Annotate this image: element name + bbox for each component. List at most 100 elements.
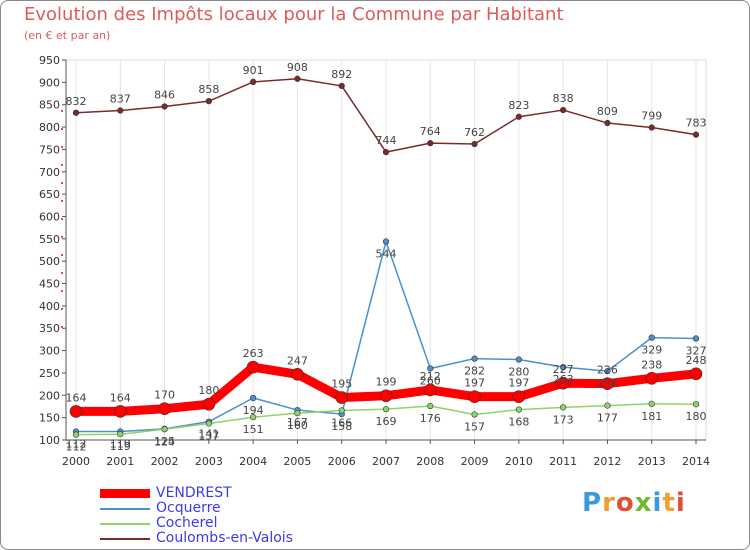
data-label-vendrest: 227 xyxy=(553,363,574,376)
data-point-cocherel xyxy=(427,402,434,410)
data-label-cocherel: 180 xyxy=(686,410,707,423)
y-tick-label: 800 xyxy=(39,121,60,134)
data-point-vendrest xyxy=(512,390,526,403)
y-tick-label: 200 xyxy=(39,389,60,402)
data-label-vendrest: 212 xyxy=(420,370,441,383)
data-point-vendrest xyxy=(556,376,570,390)
data-point-cocherel xyxy=(117,431,124,438)
logo-letter: t xyxy=(662,488,676,518)
data-point-ocquerre xyxy=(604,368,611,375)
data-label-cocherel: 166 xyxy=(331,416,352,429)
data-point-vendrest xyxy=(468,390,481,403)
data-label-vendrest: 248 xyxy=(686,354,707,367)
logo-letter: i xyxy=(675,488,686,518)
data-label-cocherel: 169 xyxy=(376,415,397,428)
data-label-ocquerre: 125 xyxy=(154,435,175,448)
data-point-cocherel xyxy=(382,406,390,413)
data-point-coulombs-en-valois xyxy=(161,103,168,110)
proxiti-logo: Proxiti xyxy=(582,488,686,518)
y-tick-label: 400 xyxy=(39,300,60,313)
data-label-ocquerre: 329 xyxy=(641,344,662,357)
data-label-vendrest: 197 xyxy=(464,377,485,390)
data-label-cocherel: 151 xyxy=(243,423,264,436)
data-point-coulombs-en-valois xyxy=(515,113,522,120)
data-point-coulombs-en-valois xyxy=(338,82,345,90)
data-label-cocherel: 137 xyxy=(198,429,219,442)
data-point-cocherel xyxy=(471,411,478,418)
data-label-ocquerre: 141 xyxy=(198,428,219,441)
data-point-ocquerre xyxy=(648,334,655,341)
data-label-coulombs-en-valois: 744 xyxy=(376,134,397,147)
data-point-coulombs-en-valois xyxy=(648,124,655,131)
legend-swatch-cocherel xyxy=(100,523,150,525)
data-point-cocherel xyxy=(515,406,522,413)
data-label-vendrest: 263 xyxy=(243,347,264,360)
data-point-coulombs-en-valois xyxy=(692,131,700,138)
data-point-cocherel xyxy=(692,401,700,408)
chart-subtitle: (en € et par an) xyxy=(24,29,111,42)
y-tick-label: 250 xyxy=(39,367,60,380)
data-label-ocquerre: 544 xyxy=(376,248,397,261)
data-label-coulombs-en-valois: 762 xyxy=(464,126,485,139)
data-label-coulombs-en-valois: 846 xyxy=(154,88,175,101)
data-label-ocquerre: 327 xyxy=(686,345,707,358)
x-tick-label: 2012 xyxy=(593,455,621,468)
data-label-cocherel: 177 xyxy=(597,412,618,425)
data-point-vendrest xyxy=(158,402,171,416)
data-label-ocquerre: 282 xyxy=(464,365,485,378)
x-tick-label: 2002 xyxy=(151,455,179,468)
data-label-cocherel: 168 xyxy=(508,416,529,429)
x-tick-label: 2009 xyxy=(461,455,489,468)
data-point-vendrest xyxy=(113,405,127,418)
data-label-coulombs-en-valois: 858 xyxy=(198,83,219,96)
x-tick-label: 2011 xyxy=(549,455,577,468)
data-label-coulombs-en-valois: 838 xyxy=(553,92,574,105)
x-tick-label: 2010 xyxy=(505,455,533,468)
data-label-cocherel: 160 xyxy=(287,419,308,432)
data-point-cocherel xyxy=(560,404,567,411)
data-point-vendrest xyxy=(202,397,216,411)
x-tick-label: 2014 xyxy=(682,455,710,468)
y-tick-label: 350 xyxy=(39,322,60,335)
data-label-vendrest: 247 xyxy=(287,354,308,367)
data-point-ocquerre xyxy=(382,238,390,245)
y-tick-label: 500 xyxy=(39,255,60,268)
y-tick-label: 550 xyxy=(39,233,60,246)
data-point-vendrest xyxy=(69,405,83,418)
data-label-cocherel: 124 xyxy=(154,435,175,448)
data-label-ocquerre: 194 xyxy=(243,404,264,417)
data-label-ocquerre: 263 xyxy=(553,373,574,386)
y-tick-label: 300 xyxy=(39,345,60,358)
data-point-ocquerre xyxy=(560,364,567,371)
data-label-coulombs-en-valois: 901 xyxy=(243,64,264,77)
data-label-coulombs-en-valois: 764 xyxy=(420,125,441,138)
logo-letter: x xyxy=(634,488,653,518)
data-label-coulombs-en-valois: 908 xyxy=(287,61,308,74)
data-label-coulombs-en-valois: 892 xyxy=(331,68,352,81)
data-label-vendrest: 195 xyxy=(331,378,352,391)
data-point-coulombs-en-valois xyxy=(294,75,301,82)
y-tick-label: 100 xyxy=(39,434,60,447)
x-tick-label: 2005 xyxy=(283,455,311,468)
y-tick-label: 700 xyxy=(39,166,60,179)
data-point-vendrest xyxy=(423,383,437,397)
data-label-cocherel: 157 xyxy=(464,421,485,434)
x-tick-label: 2006 xyxy=(328,455,356,468)
x-tick-label: 2004 xyxy=(239,455,267,468)
data-point-coulombs-en-valois xyxy=(72,109,80,116)
data-point-coulombs-en-valois xyxy=(205,98,212,105)
logo-letter: P xyxy=(582,488,603,518)
data-label-vendrest: 180 xyxy=(198,384,219,397)
x-tick-label: 2013 xyxy=(638,455,666,468)
data-label-ocquerre: 158 xyxy=(331,420,352,433)
y-tick-label: 750 xyxy=(39,143,60,156)
data-label-ocquerre: 260 xyxy=(420,374,441,387)
data-point-ocquerre xyxy=(471,355,478,362)
legend-label-cocherel: Cocherel xyxy=(156,515,218,531)
x-tick-label: 2000 xyxy=(62,455,90,468)
data-label-vendrest: 164 xyxy=(66,391,87,404)
data-point-coulombs-en-valois xyxy=(117,107,124,114)
data-label-vendrest: 199 xyxy=(376,376,397,389)
x-tick-label: 2003 xyxy=(195,455,223,468)
data-point-ocquerre xyxy=(250,394,257,402)
